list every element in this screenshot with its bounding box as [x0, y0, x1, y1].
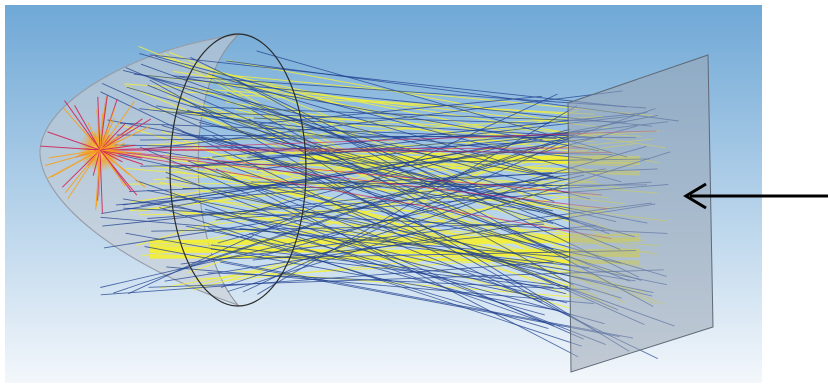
ray-line [95, 149, 101, 210]
ray-line [47, 149, 101, 179]
ray-line [116, 134, 637, 139]
ray-line [212, 135, 619, 311]
ray-line [99, 138, 125, 151]
ray-line [154, 55, 622, 183]
ray-line [198, 121, 617, 223]
ray-line [149, 237, 641, 242]
ray-line [248, 218, 567, 295]
ray-line [122, 69, 561, 180]
ray-line [251, 109, 574, 286]
ray-line [186, 109, 635, 238]
ray-line [99, 130, 657, 151]
ray-line [122, 146, 544, 206]
ray-line [99, 149, 602, 196]
ray-line [139, 52, 558, 179]
ray-line [210, 248, 554, 288]
ray-line [140, 158, 650, 167]
ray-line [248, 232, 545, 316]
ray-line [177, 111, 550, 125]
ray-line [48, 149, 101, 159]
ray-line [82, 129, 101, 151]
ray-line [133, 73, 653, 127]
ray-line [221, 175, 622, 299]
ray-line [87, 122, 101, 151]
ray-line [99, 113, 104, 151]
ray-line [128, 93, 558, 295]
ray-line [118, 154, 622, 264]
ray-line [99, 149, 103, 214]
ray-line [144, 246, 634, 339]
ray-line [113, 108, 656, 294]
ray-line [165, 171, 606, 346]
ray-line [61, 149, 101, 188]
ray-line [248, 118, 630, 352]
ray-line [47, 131, 101, 151]
ray-line [166, 266, 594, 304]
ray-line [99, 101, 135, 151]
reflector-rim [169, 33, 307, 307]
ray-line [149, 54, 627, 108]
ray-line [190, 131, 582, 267]
ray-line [135, 179, 555, 327]
ray-line [172, 75, 647, 109]
ray-line [227, 92, 621, 250]
ray-line [190, 56, 639, 278]
ray-line [225, 59, 570, 125]
ray-line [210, 244, 569, 288]
ray-line [130, 131, 605, 203]
ray-line [204, 208, 568, 304]
ray-line [233, 270, 603, 300]
ray-line [220, 153, 610, 199]
ray-line [99, 123, 126, 151]
ray-line [78, 149, 101, 156]
ray-line [99, 95, 108, 151]
ray-line [99, 118, 152, 151]
detector-screen [567, 54, 714, 373]
ray-line [67, 149, 101, 199]
ray-line [84, 148, 101, 151]
ray-line [185, 115, 635, 169]
left-arrow-icon [683, 182, 828, 210]
ray-line [100, 216, 569, 258]
ray-line [99, 149, 142, 154]
ray-line [64, 149, 101, 194]
ray-line [92, 149, 101, 176]
ray-line [207, 227, 549, 330]
ray-line [181, 131, 552, 254]
ray-line [155, 105, 568, 181]
ray-line [99, 149, 612, 240]
ray-line [97, 96, 101, 151]
ray-line [252, 224, 597, 261]
ray-line [100, 261, 554, 296]
ray-line [99, 149, 608, 210]
ray-line [125, 67, 554, 250]
light-source-rays [40, 95, 152, 214]
ray-line [99, 144, 136, 151]
ray-line [99, 149, 123, 163]
ray-line [149, 79, 601, 334]
ray-line [100, 174, 585, 288]
ray-line [64, 100, 101, 151]
ray-line [99, 108, 116, 151]
ray-line [99, 149, 138, 196]
ray-line [168, 203, 605, 325]
ray-line [152, 77, 555, 202]
ray-line [99, 149, 144, 165]
ray-line [99, 149, 130, 176]
ray-line [74, 105, 101, 151]
ray-line [103, 168, 606, 249]
ray-line [107, 119, 648, 224]
ray-line [136, 109, 579, 246]
ray-line [99, 135, 121, 151]
ray-line [147, 181, 652, 219]
ray-line [215, 168, 579, 358]
ray-line [99, 147, 586, 151]
ray-line [183, 91, 595, 115]
ray-line [99, 149, 612, 153]
ray-line [101, 82, 645, 326]
ray-line [217, 125, 637, 244]
